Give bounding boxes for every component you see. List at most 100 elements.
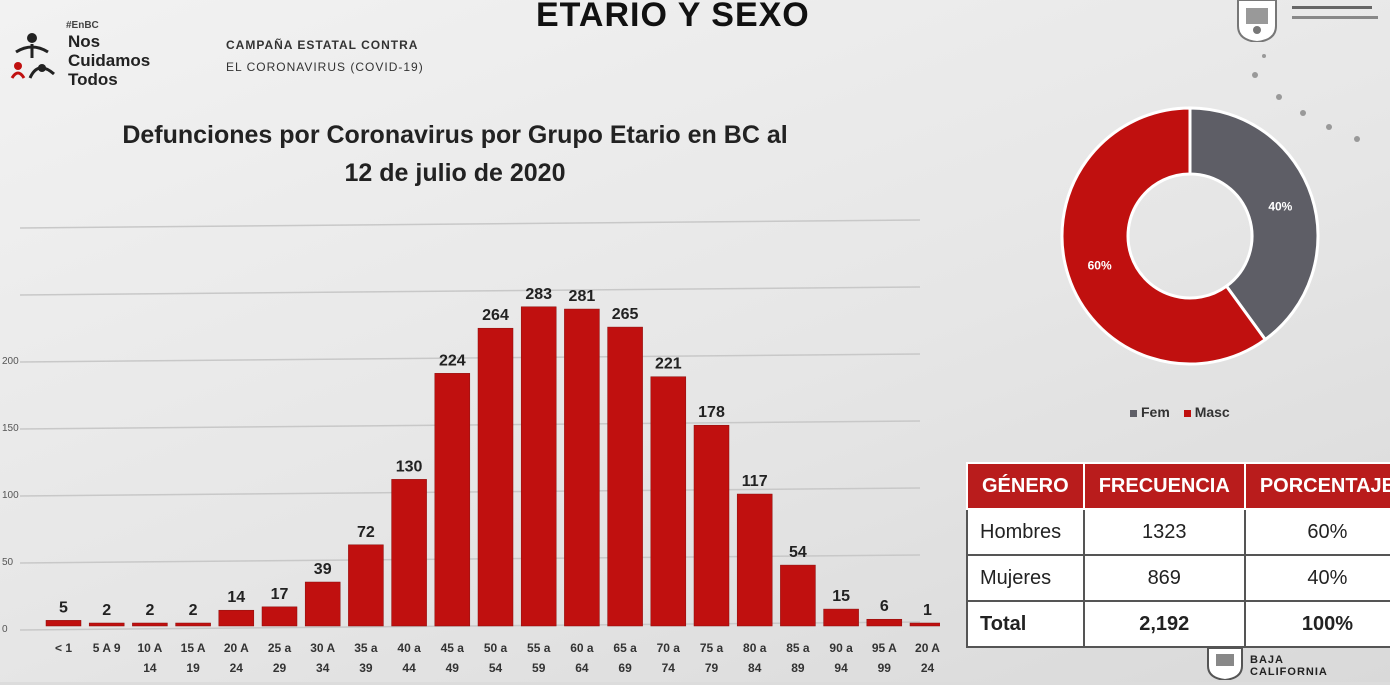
legend-swatch-fem (1130, 409, 1137, 417)
chart-title-line-1: Defunciones por Coronavirus por Grupo Et… (122, 121, 788, 149)
data-label: 54 (789, 544, 807, 561)
x-tick-label: 24 (921, 661, 935, 675)
x-tick-label: 64 (575, 661, 589, 675)
campaign-line-1: CAMPAÑA ESTATAL CONTRA (226, 38, 419, 52)
x-tick-label: 10 A (137, 641, 162, 655)
x-tick-label: 14 (143, 661, 157, 675)
bar (261, 606, 298, 627)
x-tick-label: 39 (359, 661, 373, 675)
data-label: 1 (923, 602, 932, 619)
legend-item-masc: Masc (1183, 404, 1230, 420)
x-tick-label: 15 A (181, 641, 206, 655)
y-tick-label: 50 (2, 557, 14, 568)
data-label: 72 (357, 524, 375, 541)
data-label: 2 (145, 602, 154, 619)
table-row: Mujeres 869 40% (966, 554, 1390, 602)
table-cell: 1323 (1082, 508, 1246, 556)
table-cell: 60% (1243, 508, 1390, 556)
bar (175, 622, 211, 627)
decor-dot (1354, 136, 1360, 142)
gender-table: GÉNERO FRECUENCIA PORCENTAJE Hombres 132… (966, 462, 1390, 648)
legend-swatch-masc (1183, 409, 1191, 417)
data-label: 6 (880, 598, 889, 615)
data-label: 281 (569, 288, 596, 305)
table-cell: 100% (1243, 600, 1390, 648)
x-tick-label: 99 (878, 661, 892, 675)
x-tick-label: 30 A (310, 641, 335, 655)
x-tick-label: 59 (532, 661, 546, 675)
x-tick-label: 84 (748, 661, 762, 675)
data-label: 221 (655, 356, 682, 373)
x-tick-label: 20 A (224, 641, 249, 655)
data-label: 5 (59, 599, 68, 616)
data-label: 117 (742, 473, 768, 490)
slice-label: 40% (1268, 200, 1292, 214)
bar (520, 306, 557, 627)
bar (45, 620, 82, 627)
legend-label-fem: Fem (1141, 404, 1170, 420)
baja-california-logo: BAJA CALIFORNIA (1206, 646, 1386, 682)
data-label: 2 (102, 602, 111, 619)
x-tick-label: 40 a (397, 641, 421, 655)
data-label: 130 (396, 458, 423, 475)
x-tick-label: 74 (662, 661, 676, 675)
government-text (1292, 2, 1382, 28)
x-tick-label: 55 a (527, 641, 551, 655)
campaign-line-2: EL CORONAVIRUS (COVID-19) (226, 60, 424, 74)
gender-donut-chart: 40% 60% (1060, 106, 1320, 366)
x-tick-label: 54 (489, 661, 503, 675)
x-tick-label: 29 (273, 661, 287, 675)
bar (909, 622, 940, 627)
data-label: 265 (612, 306, 639, 323)
column-header-porcentaje: PORCENTAJE (1243, 462, 1390, 510)
bar (132, 622, 168, 627)
bar (866, 618, 903, 627)
data-label: 264 (482, 307, 509, 324)
x-tick-label: 25 a (268, 641, 292, 655)
donut-slice (1188, 106, 1320, 342)
x-tick-label: 44 (402, 661, 416, 675)
bar (607, 326, 643, 627)
data-label: 283 (525, 286, 552, 303)
table-header-row: GÉNERO FRECUENCIA PORCENTAJE (966, 462, 1390, 510)
table-cell: 40% (1243, 554, 1390, 602)
logo-line-1: Nos (68, 32, 101, 51)
donut-legend: Fem Masc (1130, 404, 1240, 420)
x-tick-label: 35 a (354, 641, 378, 655)
legend-label-masc: Masc (1194, 404, 1230, 420)
bc-line-1: BAJA (1250, 654, 1284, 666)
x-tick-label: 19 (186, 661, 200, 675)
table-cell: 2,192 (1082, 600, 1246, 648)
decor-dot (1326, 124, 1332, 130)
logo-hashtag: #EnBC (66, 20, 99, 31)
chart-title: Defunciones por Coronavirus por Grupo Et… (40, 116, 870, 192)
decor-dot (1262, 54, 1266, 58)
y-tick-label: 0 (2, 624, 8, 635)
x-tick-label: 20 A (915, 641, 940, 655)
table-cell: Total (966, 600, 1085, 648)
column-header-frecuencia: FRECUENCIA (1082, 462, 1246, 510)
bar (780, 564, 816, 627)
logo-line-3: Todos (68, 70, 118, 89)
x-tick-label: 90 a (829, 641, 853, 655)
bar (736, 493, 773, 627)
bar (218, 609, 255, 627)
x-tick-label: 45 a (441, 641, 465, 655)
page-title: ETARIO Y SEXO (536, 0, 810, 34)
x-tick-label: 49 (446, 661, 460, 675)
table-cell: Hombres (966, 508, 1085, 556)
x-tick-label: 24 (230, 661, 244, 675)
state-crest-icon (1237, 0, 1277, 42)
data-label: 39 (314, 561, 332, 578)
data-label: 17 (271, 586, 289, 603)
x-tick-label: 50 a (484, 641, 508, 655)
column-header-genero: GÉNERO (966, 462, 1085, 510)
age-deaths-bar-chart: 0 50 100 150 200 5 < 1 2 5 A 9 2 10 A 14 2 15 A 19 14 20… (2, 219, 940, 675)
chart-title-line-2: 12 de julio de 2020 (344, 159, 566, 187)
campaign-text: CAMPAÑA ESTATAL CONTRA EL CORONAVIRUS (C… (226, 34, 424, 78)
table-row-total: Total 2,192 100% (966, 600, 1390, 648)
x-tick-label: 65 a (613, 641, 637, 655)
bar (434, 373, 471, 627)
decor-dot (1300, 110, 1306, 116)
